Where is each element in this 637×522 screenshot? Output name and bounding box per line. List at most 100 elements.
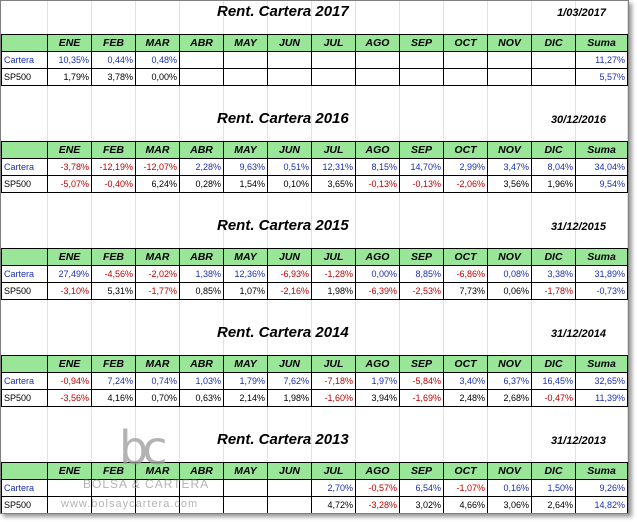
month-cell: 0,85% [179, 282, 224, 300]
sum-cell: 14,82% [575, 496, 628, 513]
month-cell: 7,62% [267, 372, 312, 390]
table-block: Rent. Cartera 2017 1/03/2017 ENE FEB MAR ABR M… [1, 1, 628, 108]
returns-table: ENE FEB MAR ABR MAY JUN JUL AGO SEP OCT NOV DIC Suma… [1, 248, 628, 300]
month-cell: 0,28% [179, 175, 224, 193]
table-block: Rent. Cartera 2013 31/12/2013 ENE FEB MAR ABR… [1, 429, 628, 513]
header-cell: Suma [575, 141, 628, 159]
month-cell: 3,94% [355, 389, 400, 407]
sum-cell: -0,73% [575, 282, 628, 300]
month-cell: -1,69% [399, 389, 444, 407]
month-cell: 1,98% [311, 282, 356, 300]
month-cell: 9,63% [223, 158, 268, 176]
header-cell: JUL [311, 462, 356, 480]
month-cell: 16,45% [531, 372, 576, 390]
month-cell: 6,54% [399, 479, 444, 497]
row-label: SP500 [1, 282, 48, 300]
month-cell: 0,74% [135, 372, 180, 390]
table-row: Cartera 10,35% 0,44% 0,48% 11,27% [1, 51, 628, 69]
month-cell: 1,96% [531, 175, 576, 193]
month-cell [311, 68, 356, 86]
month-cell: 12,36% [223, 265, 268, 283]
header-cell: SEP [399, 355, 444, 373]
month-cell: 27,49% [47, 265, 92, 283]
table-title: Rent. Cartera 2013 [217, 431, 349, 448]
header-cell: ABR [179, 141, 224, 159]
month-cell: 4,72% [311, 496, 356, 513]
month-cell [223, 479, 268, 497]
month-cell: 3,65% [311, 175, 356, 193]
month-cell [223, 51, 268, 69]
header-cell: AGO [355, 248, 400, 266]
month-cell: 1,50% [531, 479, 576, 497]
month-cell: -3,10% [47, 282, 92, 300]
row-label: SP500 [1, 68, 48, 86]
table-block: Rent. Cartera 2015 31/12/2015 ENE FEB MAR ABR… [1, 215, 628, 322]
header-cell: JUN [267, 34, 312, 52]
header-cell: MAY [223, 462, 268, 480]
header-cell: ENE [47, 34, 92, 52]
month-cell: 7,24% [91, 372, 136, 390]
month-cell [487, 51, 532, 69]
month-cell: 6,24% [135, 175, 180, 193]
header-cell: DIC [531, 34, 576, 52]
title-row: Rent. Cartera 2014 31/12/2014 [1, 322, 628, 348]
month-cell [443, 51, 488, 69]
month-cell: -2,16% [267, 282, 312, 300]
header-cell: MAY [223, 141, 268, 159]
month-cell: 4,16% [91, 389, 136, 407]
month-cell: 3,06% [487, 496, 532, 513]
table-date: 1/03/2017 [557, 7, 606, 19]
month-cell: 5,31% [91, 282, 136, 300]
month-cell [179, 68, 224, 86]
row-label: Cartera [1, 158, 48, 176]
header-cell: JUL [311, 355, 356, 373]
sum-cell: 5,57% [575, 68, 628, 86]
header-cell: ENE [47, 462, 92, 480]
month-cell: -6,39% [355, 282, 400, 300]
table-row: Cartera -0,94% 7,24% 0,74% 1,03% 1,79% 7,62% -7… [1, 372, 628, 390]
month-cell: 6,37% [487, 372, 532, 390]
month-cell: -1,60% [311, 389, 356, 407]
month-cell [179, 51, 224, 69]
month-cell: 2,28% [179, 158, 224, 176]
month-cell: 0,63% [179, 389, 224, 407]
table-row: SP500 -5,07% -0,40% 6,24% 0,28% 1,54% 0,10% 3,6… [1, 175, 628, 193]
month-cell: -12,07% [135, 158, 180, 176]
table-block: Rent. Cartera 2016 30/12/2016 ENE FEB MAR ABR… [1, 108, 628, 215]
sum-cell: 31,89% [575, 265, 628, 283]
month-cell: 4,66% [443, 496, 488, 513]
month-cell: 0,51% [267, 158, 312, 176]
header-cell: JUN [267, 355, 312, 373]
header-cell: AGO [355, 355, 400, 373]
header-cell-empty [1, 355, 48, 373]
returns-table: ENE FEB MAR ABR MAY JUN JUL AGO SEP OCT NOV DIC Suma… [1, 462, 628, 513]
month-cell: 2,99% [443, 158, 488, 176]
header-row: ENE FEB MAR ABR MAY JUN JUL AGO SEP OCT NOV DIC Suma [1, 34, 628, 52]
table-title: Rent. Cartera 2015 [217, 217, 349, 234]
month-cell: -5,07% [47, 175, 92, 193]
sum-cell: 32,65% [575, 372, 628, 390]
month-cell [267, 68, 312, 86]
month-cell: 1,03% [179, 372, 224, 390]
row-label: Cartera [1, 51, 48, 69]
header-row: ENE FEB MAR ABR MAY JUN JUL AGO SEP OCT NOV DIC Suma [1, 462, 628, 480]
header-cell: NOV [487, 34, 532, 52]
sum-cell: 9,54% [575, 175, 628, 193]
header-cell: JUL [311, 141, 356, 159]
month-cell [531, 68, 576, 86]
month-cell: 8,04% [531, 158, 576, 176]
sum-cell: 34,04% [575, 158, 628, 176]
month-cell: -0,47% [531, 389, 576, 407]
month-cell: -5,84% [399, 372, 444, 390]
table-row: SP500 4,72% -3,28% 3,02% 4,66% 3,06% 2,64% 14,8… [1, 496, 628, 513]
header-cell: AGO [355, 34, 400, 52]
header-cell: MAR [135, 34, 180, 52]
month-cell: 7,73% [443, 282, 488, 300]
header-cell: SEP [399, 248, 444, 266]
month-cell [223, 496, 268, 513]
row-label: SP500 [1, 389, 48, 407]
month-cell: 3,47% [487, 158, 532, 176]
month-cell: -6,93% [267, 265, 312, 283]
month-cell: 2,14% [223, 389, 268, 407]
header-row: ENE FEB MAR ABR MAY JUN JUL AGO SEP OCT NOV DIC Suma [1, 141, 628, 159]
